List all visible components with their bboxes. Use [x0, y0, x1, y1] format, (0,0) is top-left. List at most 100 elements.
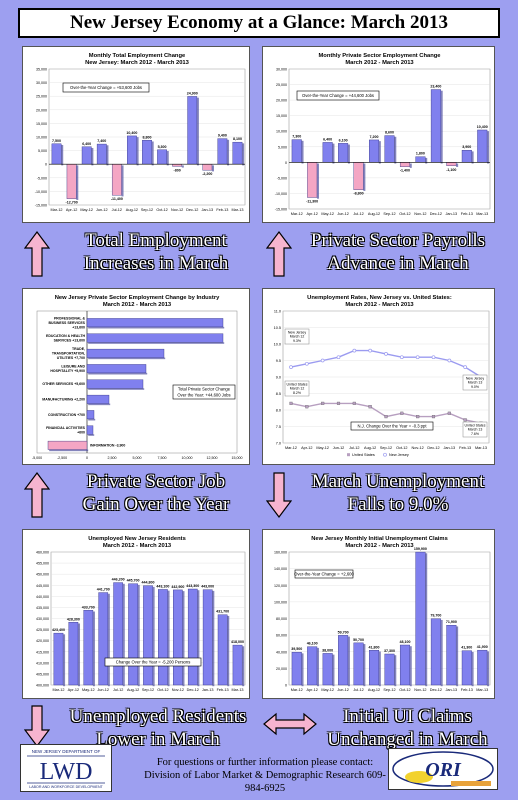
bar-shadow: [332, 654, 335, 687]
caption-line: Increases in March: [83, 253, 229, 274]
bar: [446, 625, 457, 686]
bar: [127, 135, 137, 165]
bar-shadow: [211, 165, 214, 172]
bar-shadow: [152, 586, 155, 687]
data-label: -1,100: [446, 168, 456, 172]
x-tick-label: Nov-12: [412, 446, 424, 450]
ori-logo-text: ORI: [425, 759, 462, 781]
bar: [461, 149, 472, 163]
chart-panel-industry-change: New Jersey Private Sector Employment Cha…: [22, 288, 250, 465]
x-tick-label: Jul-12: [112, 208, 122, 212]
data-label: 41,300: [461, 646, 472, 650]
callout-text: New Jersey: [466, 377, 485, 381]
bar-shadow: [137, 584, 140, 687]
category-label: FINANCIAL ACTIVITIES: [46, 426, 86, 430]
bar: [113, 582, 123, 686]
x-tick-label: Dec-12: [430, 688, 442, 692]
bar-shadow: [196, 97, 199, 166]
caption-private-payrolls: Private Sector Payrolls Advance in March: [298, 229, 498, 275]
arrow-up-icon: [24, 231, 50, 277]
category-label: EDUCATION & HEALTH: [46, 334, 85, 338]
bar: [86, 394, 110, 404]
x-tick-label: 15,000: [232, 456, 243, 460]
x-tick-label: Feb-13: [461, 688, 473, 692]
bar-shadow: [409, 646, 412, 687]
data-label: 71,900: [446, 620, 457, 624]
arrow-up-icon: [24, 472, 50, 518]
bar: [111, 163, 122, 196]
x-tick-label: Jun-12: [96, 208, 108, 212]
x-tick-label: Jul-12: [349, 446, 359, 450]
y-tick-label: 430,000: [36, 617, 49, 621]
bar-shadow: [363, 163, 366, 191]
y-tick-label: 0: [285, 684, 287, 688]
y-tick-label: 20,000: [276, 667, 287, 671]
bar-shadow: [92, 611, 95, 687]
data-label: 38,000: [322, 648, 333, 652]
data-label: 37,300: [384, 649, 395, 653]
bar: [96, 143, 107, 165]
lwd-logo-text: LWD: [40, 759, 93, 785]
data-label: 423,400: [52, 628, 65, 632]
category-label: TRANSPORTATION,: [52, 352, 85, 356]
legend-label: United States: [352, 453, 375, 457]
bar: [143, 585, 153, 686]
chart-title: Monthly Total Employment Change: [89, 53, 186, 59]
x-tick-label: 10,000: [182, 456, 193, 460]
data-point: [368, 348, 373, 353]
bar: [157, 149, 167, 165]
callout-text: United States: [464, 424, 485, 428]
x-tick-label: Nov-12: [414, 212, 426, 216]
legend-label: New Jersey: [389, 453, 409, 457]
y-tick-label: 9.5: [276, 359, 281, 363]
y-tick-label: -5,000: [277, 176, 287, 180]
category-label: MANUFACTURING +2,200: [42, 398, 85, 402]
category-label: SERVICES +13,600: [54, 338, 85, 342]
x-tick-label: Oct-12: [157, 688, 168, 692]
chart-panel-private-sector-payrolls: Monthly Private Sector Employment Change…: [262, 46, 495, 223]
bar: [172, 163, 183, 167]
y-tick-label: 20,000: [276, 99, 287, 103]
bar-shadow: [122, 583, 125, 687]
data-label: 50,700: [353, 638, 364, 642]
bar: [232, 644, 243, 686]
data-label: 1,800: [416, 152, 425, 156]
x-tick-label: Feb-13: [217, 688, 229, 692]
x-tick-label: May-12: [82, 688, 95, 692]
bar-shadow: [91, 147, 94, 166]
data-label: -11,300: [306, 199, 318, 203]
data-point: [399, 355, 404, 360]
bar-shadow: [316, 163, 319, 199]
x-tick-label: Sep-12: [142, 688, 154, 692]
bar: [369, 139, 380, 163]
y-tick-label: 120,000: [274, 584, 287, 588]
data-label: 431,700: [216, 610, 229, 614]
y-tick-label: 35,000: [36, 68, 47, 72]
chart-title: Unemployed New Jersey Residents: [88, 536, 186, 542]
caption-unemployed-residents: Unemployed Residents Lower in March: [58, 705, 258, 751]
y-tick-label: 80,000: [276, 617, 287, 621]
bar-shadow: [121, 165, 124, 197]
y-tick-label: 420,000: [36, 639, 49, 643]
ori-logo-image: ORI: [392, 751, 494, 787]
x-tick-label: Sep-12: [380, 446, 392, 450]
lwd-logo-top-text: NEW JERSEY DEPARTMENT OF: [32, 749, 101, 754]
data-label: 442,900: [171, 585, 184, 589]
caption-line: March Unemployment: [311, 471, 485, 492]
page-title: New Jersey Economy at a Glance: March 20…: [18, 8, 500, 38]
y-tick-label: 9.0: [276, 376, 281, 380]
x-tick-label: -5,000: [32, 456, 42, 460]
x-tick-label: Aug-12: [368, 212, 380, 216]
annotation-text: N.J. Change Over the Year = -0.3 ppt: [357, 423, 427, 428]
y-tick-label: 10,000: [276, 130, 287, 134]
bar: [202, 589, 213, 686]
data-label: 8,600: [385, 131, 394, 135]
arrow-up-icon: [266, 231, 292, 277]
chart-subtitle: March 2012 - March 2013: [103, 302, 172, 308]
x-tick-label: Aug-12: [127, 688, 139, 692]
bar-shadow: [487, 651, 490, 687]
x-tick-label: Oct-12: [156, 208, 167, 212]
chart-subtitle: March 2012 - March 2013: [103, 543, 172, 549]
chart-title: New Jersey Monthly Initial Unemployment …: [311, 536, 448, 542]
